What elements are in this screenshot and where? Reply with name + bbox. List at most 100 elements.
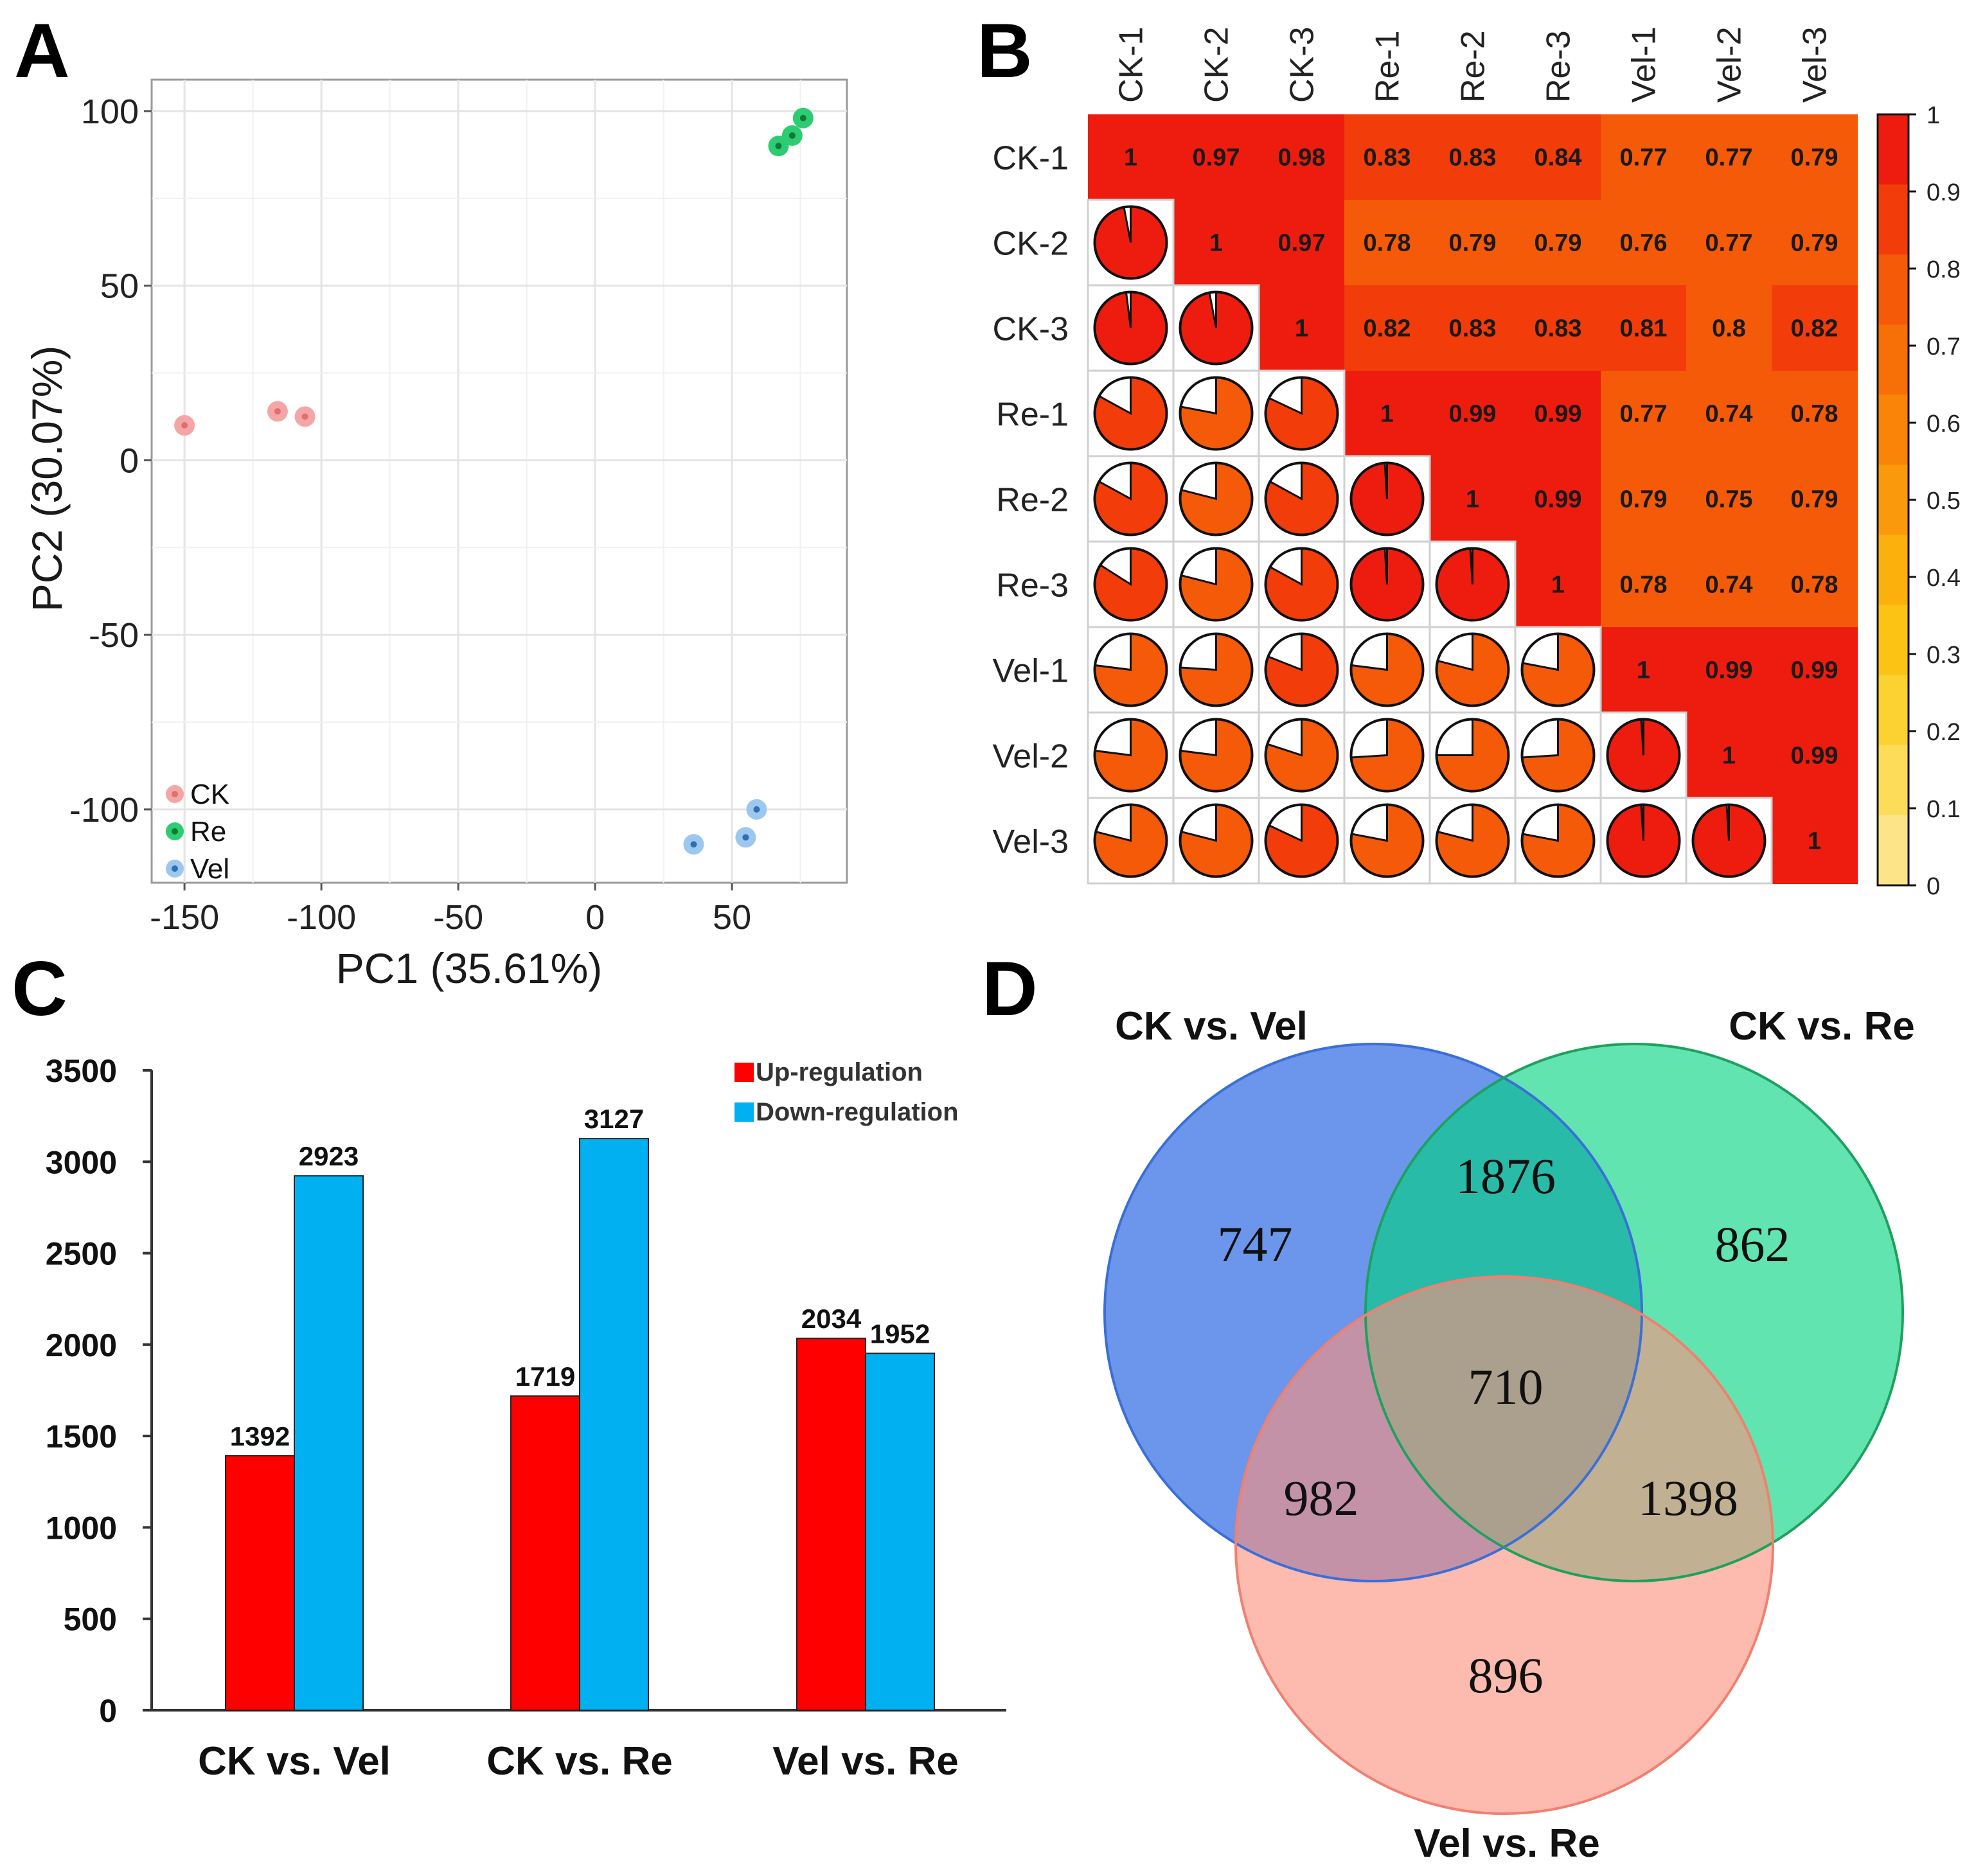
heatmap-row-label: CK-3 (993, 311, 1069, 348)
bar-value-label: 2923 (299, 1141, 359, 1171)
heatmap-cell (1515, 114, 1601, 200)
colorbar-tick-label: 0.4 (1927, 565, 1961, 592)
heatmap-pie-outline (1093, 290, 1168, 366)
bar-up-regulation (510, 1395, 580, 1712)
pca-x-axis-label: PC1 (35.61%) (336, 944, 603, 992)
pca-x-tick-label: -100 (287, 898, 356, 937)
heatmap-pie-outline (1606, 803, 1681, 878)
heatmap-row-label: Re-3 (996, 567, 1069, 605)
heatmap-value: 0.97 (1278, 230, 1326, 257)
heatmap-cell (1686, 200, 1772, 286)
heatmap-cell (1515, 542, 1601, 628)
heatmap-value: 0.77 (1705, 230, 1753, 257)
heatmap-value: 0.82 (1364, 315, 1411, 342)
heatmap-pie-outline (1435, 547, 1510, 622)
heatmap-value: 1 (1380, 401, 1394, 428)
pca-legend: CK Re Vel (166, 779, 229, 885)
heatmap-cell (1430, 200, 1516, 286)
heatmap-cell (1772, 200, 1858, 286)
pca-y-tick-label: 50 (100, 267, 139, 306)
heatmap-row-label: Re-2 (996, 482, 1069, 519)
heatmap-cells: 1 0.97 0.98 0.83 0.83 0.84 0.77 0.77 0.79 1 0.97 0.… (1087, 114, 1858, 885)
venn-title-ck-vs-vel: CK vs. Vel (1115, 1004, 1308, 1049)
deg-bar-chart: 3500 3000 2500 2000 1500 1000 500 0 CK vs. Vel CK… (46, 1053, 1006, 1783)
heatmap-cell (1686, 627, 1772, 713)
heatmap-cell (1515, 200, 1601, 286)
heatmap-cell (1344, 371, 1430, 457)
heatmap-value: 0.78 (1364, 230, 1411, 257)
colorbar-segment (1878, 324, 1909, 396)
colorbar-tick-label: 0.5 (1927, 488, 1961, 515)
heatmap-col-label: Vel-3 (1797, 26, 1834, 103)
heatmap-cell (1344, 200, 1430, 286)
heatmap-value: 0.74 (1705, 401, 1753, 428)
colorbar-tick-label: 1 (1927, 102, 1940, 129)
heatmap-pie-outline (1435, 632, 1510, 707)
colorbar-tick-label: 0 (1927, 873, 1940, 900)
heatmap-cell (1686, 542, 1772, 628)
heatmap-pie-outline (1179, 547, 1254, 622)
pca-scatter-plot: -150 -100 -50 0 50 100 50 0 -50 -100 CK Re Vel PC1 … (23, 78, 848, 992)
panel-label-a: A (14, 8, 70, 94)
bar-y-tick-label: 3500 (46, 1053, 117, 1089)
heatmap-pie-outline (1093, 461, 1168, 536)
heatmap-cell (1686, 285, 1772, 371)
pca-point-center-re (788, 132, 796, 139)
heatmap-pie-outline (1435, 803, 1510, 878)
colorbar-segment (1878, 675, 1909, 746)
bar-y-tick-label: 1500 (46, 1419, 117, 1455)
heatmap-row-label: Re-1 (996, 396, 1069, 434)
venn-outline-ck-vs-re (1364, 1043, 1904, 1582)
heatmap-value: 0.79 (1620, 486, 1668, 513)
heatmap-pie-outline (1264, 718, 1339, 793)
heatmap-value: 0.97 (1193, 145, 1240, 172)
colorbar-segment (1878, 254, 1909, 326)
colorbar-tick-label: 0.7 (1927, 333, 1961, 360)
heatmap-value: 1 (1466, 486, 1479, 513)
bar-value-label: 1952 (870, 1319, 930, 1349)
colorbar-segment (1878, 465, 1909, 536)
heatmap-cell (1430, 371, 1516, 457)
venn-circle-vel-vs-re (1236, 1277, 1773, 1814)
heatmap-value: 0.74 (1705, 572, 1753, 599)
pca-point-center-vel (742, 834, 749, 841)
heatmap-cell (1601, 200, 1687, 286)
heatmap-value: 0.99 (1791, 743, 1838, 770)
heatmap-value: 0.79 (1449, 230, 1497, 257)
heatmap-row-label: Vel-2 (992, 738, 1069, 775)
heatmap-cell (1686, 712, 1772, 799)
pca-y-tick-label: 0 (120, 441, 139, 480)
heatmap-value: 0.77 (1620, 401, 1668, 428)
pca-point-center-ck (301, 413, 308, 420)
pca-legend-key-center-ck (172, 791, 178, 797)
pca-plot-frame (150, 78, 848, 884)
bar-value-label: 3127 (584, 1104, 644, 1134)
heatmap-row-label: Vel-1 (992, 653, 1069, 690)
bar-category-label: CK vs. Re (486, 1739, 672, 1783)
bar-down-regulation (865, 1352, 935, 1711)
heatmap-pie-outline (1179, 718, 1254, 793)
heatmap-value: 0.83 (1449, 145, 1497, 172)
heatmap-cell (1601, 114, 1687, 200)
heatmap-pie-outline (1520, 718, 1596, 793)
colorbar-tick-label: 0.6 (1927, 411, 1961, 438)
heatmap-row-label: Vel-3 (992, 824, 1069, 861)
heatmap-cell (1686, 371, 1772, 457)
heatmap-value: 0.99 (1449, 401, 1497, 428)
heatmap-value: 1 (1722, 743, 1736, 770)
venn-count-velre-only: 896 (1468, 1647, 1544, 1703)
heatmap-pie-outline (1093, 718, 1168, 793)
heatmap-cell (1088, 114, 1174, 200)
colorbar-segment (1878, 815, 1909, 886)
heatmap-value: 0.83 (1535, 315, 1582, 342)
heatmap-col-label: Re-1 (1369, 30, 1407, 103)
heatmap-pie-outline (1093, 632, 1168, 707)
bar-category-label: Vel vs. Re (772, 1739, 959, 1783)
pca-legend-key-center-re (172, 828, 178, 835)
heatmap-cell (1173, 114, 1259, 200)
heatmap-value: 0.98 (1278, 145, 1326, 172)
heatmap-value: 0.78 (1791, 401, 1838, 428)
heatmap-col-label: CK-3 (1284, 27, 1321, 103)
heatmap-value: 0.79 (1791, 145, 1838, 172)
